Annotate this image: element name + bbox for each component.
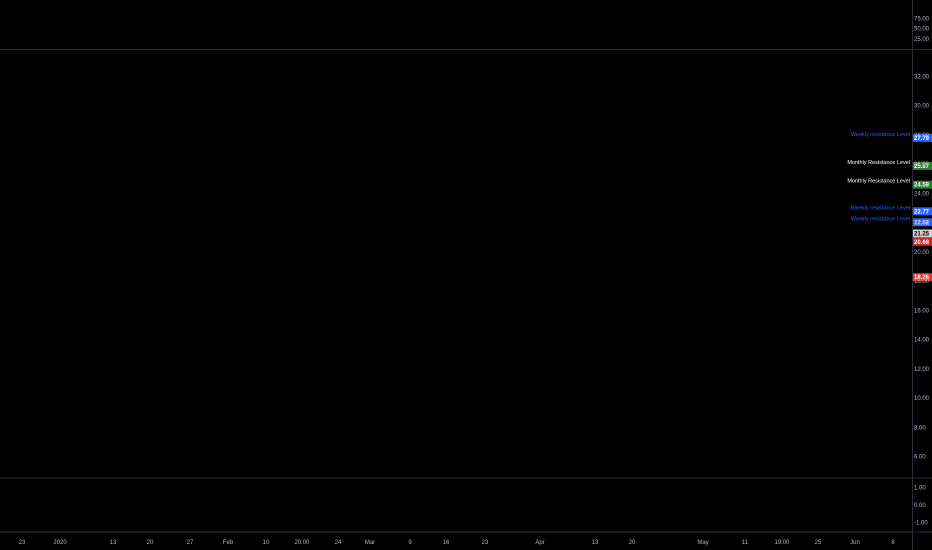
time-tick: 20 — [629, 540, 636, 546]
time-tick: 16 — [443, 540, 450, 546]
price-tag — [913, 207, 932, 216]
time-tick: 19:00 — [774, 540, 790, 546]
price-tick: 20.00 — [914, 250, 930, 256]
price-tag-text: 22.02 — [914, 220, 930, 226]
price-tick: 16.00 — [914, 308, 930, 314]
macd-tick: -1.00 — [914, 520, 928, 526]
time-tick: 20 — [147, 540, 154, 546]
price-tick: 22.00 — [914, 221, 930, 227]
time-tick: Mar — [365, 540, 375, 546]
price-tick: 32.00 — [914, 74, 930, 80]
resistance-label: Monthly Resistance Level — [847, 179, 910, 185]
time-tick: 10 — [263, 540, 270, 546]
price-tick: 12.00 — [914, 367, 930, 373]
price-tag — [913, 229, 932, 238]
time-tick: 24 — [335, 540, 342, 546]
resistance-label: Monthly Resistance Level — [847, 160, 910, 166]
price-tag — [913, 133, 932, 142]
resistance-label: Weekly resistance Level — [851, 132, 910, 138]
price-tag-text: 18.26 — [914, 275, 930, 281]
time-tick: 20:00 — [294, 540, 310, 546]
macd-tick: 1.00 — [914, 486, 926, 492]
time-tick: Jun — [850, 540, 860, 546]
price-tick: 28.00 — [914, 133, 930, 139]
price-tag — [913, 273, 932, 282]
price-tag-text: 24.59 — [914, 183, 930, 189]
price-tick: 18.00 — [914, 279, 930, 285]
time-tick: 8 — [891, 540, 895, 546]
rsi-tick: 25.00 — [914, 37, 930, 43]
price-tick: 10.00 — [914, 396, 930, 402]
price-tick: 26.00 — [914, 162, 930, 168]
price-tick: 30.00 — [914, 104, 930, 110]
price-tick: 14.00 — [914, 338, 930, 344]
macd-tick: 0.00 — [914, 503, 926, 509]
time-tick: 25 — [815, 540, 822, 546]
price-tag-text: 27.79 — [914, 136, 930, 142]
price-tag-text: 20.68 — [914, 240, 930, 246]
time-tick: Apr — [535, 540, 544, 546]
price-tag — [913, 237, 932, 246]
rsi-tick: 50.00 — [914, 27, 930, 33]
time-tick: 11 — [742, 540, 749, 546]
price-tag — [913, 161, 932, 170]
time-tick: Feb — [223, 540, 234, 546]
price-tag-text: 22.77 — [914, 209, 930, 215]
price-tick: 8.00 — [914, 425, 926, 431]
price-tag — [913, 218, 932, 227]
time-tick: 23 — [19, 540, 26, 546]
price-tag-text: 25.87 — [914, 164, 930, 170]
price-tag — [913, 180, 932, 189]
resistance-label: Weekly resistance Level — [851, 216, 910, 222]
time-tick: 27 — [187, 540, 194, 546]
time-tick: 13 — [592, 540, 599, 546]
time-tick: May — [697, 540, 708, 546]
rsi-tick: 75.00 — [914, 16, 930, 22]
resistance-label: Weekly resistance Level — [851, 205, 910, 211]
price-tick: 24.00 — [914, 191, 930, 197]
price-tag-text: 21.25 — [914, 232, 930, 238]
time-tick: 9 — [408, 540, 412, 546]
time-tick: 23 — [482, 540, 489, 546]
time-tick: 13 — [110, 540, 117, 546]
price-tick: 6.00 — [914, 455, 926, 461]
time-tick: 2020 — [53, 540, 67, 546]
